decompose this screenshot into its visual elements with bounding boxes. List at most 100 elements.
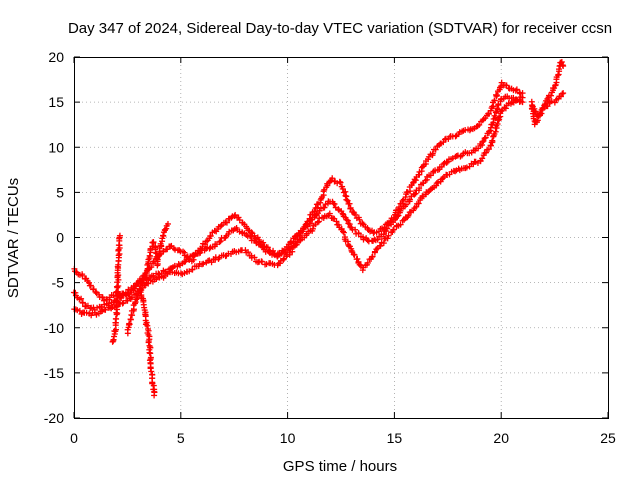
data-point	[248, 233, 255, 240]
data-point	[340, 229, 347, 236]
data-point	[512, 87, 519, 94]
data-point	[390, 226, 397, 233]
data-point	[99, 294, 106, 301]
data-point	[133, 296, 140, 303]
data-point	[494, 105, 501, 112]
data-point	[164, 220, 171, 227]
data-point	[548, 98, 555, 105]
y-tick-labels: 20 15 10 5 0 -5 -10 -15 -20	[44, 49, 64, 426]
data-point	[132, 299, 139, 306]
data-point	[287, 239, 294, 246]
data-point	[410, 179, 417, 186]
data-point	[140, 276, 147, 283]
y-tick-label: 20	[48, 49, 64, 65]
data-point	[245, 249, 252, 256]
data-point	[145, 339, 152, 346]
data-point	[429, 150, 436, 157]
data-point	[354, 255, 361, 262]
data-point	[152, 249, 159, 256]
data-point	[306, 220, 313, 227]
data-point	[463, 164, 470, 171]
data-point	[415, 200, 422, 207]
data-point	[333, 218, 340, 225]
data-point	[115, 282, 122, 289]
data-point	[347, 205, 354, 212]
data-point	[141, 275, 148, 282]
data-point	[480, 138, 487, 145]
data-point	[352, 226, 359, 233]
data-point	[369, 253, 376, 260]
y-tick-label: -5	[52, 275, 65, 291]
data-point	[246, 232, 253, 239]
data-point	[502, 105, 509, 112]
data-point	[87, 305, 94, 312]
data-points	[70, 58, 567, 399]
data-point	[145, 280, 152, 287]
data-point	[485, 146, 492, 153]
data-point	[489, 137, 496, 144]
data-point	[346, 200, 353, 207]
data-point	[251, 254, 258, 261]
y-axis-label: SDTVAR / TECUs	[5, 178, 22, 298]
axis-ticks	[73, 56, 609, 419]
data-point	[479, 155, 486, 162]
data-point	[136, 283, 143, 290]
series-early-spike-2h	[109, 232, 123, 345]
data-point	[296, 237, 303, 244]
data-point	[343, 196, 350, 203]
data-point	[336, 178, 343, 185]
data-point	[146, 349, 153, 356]
x-axis-label: GPS time / hours	[283, 458, 397, 475]
data-point	[206, 245, 213, 252]
data-point	[364, 259, 371, 266]
data-point	[547, 92, 554, 99]
data-point	[491, 97, 498, 104]
data-point	[482, 134, 489, 141]
data-point	[321, 204, 328, 211]
x-tick-label: 25	[600, 430, 616, 446]
data-point	[339, 210, 346, 217]
data-point	[411, 191, 418, 198]
x-tick-label: 0	[70, 430, 78, 446]
data-point	[487, 142, 494, 149]
data-point	[76, 307, 83, 314]
data-point	[286, 249, 293, 256]
data-point	[541, 102, 548, 109]
data-point	[433, 180, 440, 187]
data-point	[394, 213, 401, 220]
y-tick-label: -10	[44, 320, 64, 336]
data-point	[452, 133, 459, 140]
data-point	[309, 225, 316, 232]
x-tick-labels: 0 5 10 15 20 25	[70, 430, 616, 446]
data-point	[380, 240, 387, 247]
data-point	[403, 201, 410, 208]
chart-title: Day 347 of 2024, Sidereal Day-to-day VTE…	[68, 20, 612, 37]
data-point	[560, 63, 567, 70]
data-point	[412, 177, 419, 184]
data-point	[356, 216, 363, 223]
data-point	[201, 241, 208, 248]
data-point	[443, 159, 450, 166]
data-point	[452, 168, 459, 175]
data-point	[356, 261, 363, 268]
series-track-b	[70, 93, 526, 313]
data-point	[397, 221, 404, 228]
data-point	[385, 232, 392, 239]
data-point	[534, 117, 541, 124]
data-point	[207, 232, 214, 239]
x-tick-label: 15	[387, 430, 403, 446]
data-point	[148, 264, 155, 271]
data-point	[344, 197, 351, 204]
data-point	[126, 320, 133, 327]
data-point	[150, 239, 157, 246]
data-point	[79, 299, 86, 306]
data-point	[466, 127, 473, 134]
data-point	[148, 368, 155, 375]
data-point	[288, 238, 295, 245]
data-point	[119, 300, 126, 307]
data-point	[541, 101, 548, 108]
data-point	[78, 295, 85, 302]
data-point	[92, 288, 99, 295]
data-point	[208, 259, 215, 266]
y-tick-label: -15	[44, 365, 64, 381]
